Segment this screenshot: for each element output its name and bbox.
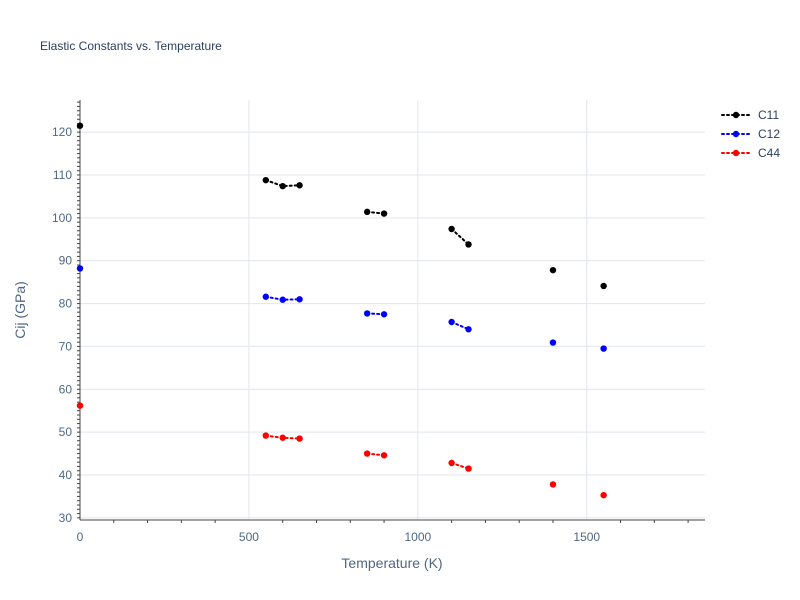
data-point-c11[interactable]	[279, 182, 286, 190]
legend-marker-c12	[732, 130, 740, 138]
legend[interactable]: C11 C12 C44	[721, 108, 780, 160]
axes-layer: 0 500 1000 1500 30 40 50 60 70 80 90 100 110 120	[52, 100, 705, 544]
data-point-c11[interactable]	[549, 266, 557, 274]
data-point-c11[interactable]	[262, 176, 270, 184]
y-tick-label: 30	[59, 511, 73, 525]
series-c44	[76, 402, 607, 499]
data-point-c44[interactable]	[363, 450, 371, 457]
data-point-c44[interactable]	[76, 402, 84, 409]
legend-item-c11[interactable]: C11	[721, 108, 779, 122]
series-layer	[76, 122, 607, 499]
data-point-c11[interactable]	[380, 210, 388, 217]
y-tick-label: 40	[59, 468, 73, 482]
data-point-c12[interactable]	[380, 311, 388, 318]
data-point-c12[interactable]	[600, 345, 607, 352]
x-tick-label: 1500	[573, 530, 600, 544]
y-tick-label: 60	[59, 382, 73, 396]
data-point-c12[interactable]	[549, 339, 557, 346]
data-point-c44[interactable]	[465, 465, 472, 472]
series-c12	[76, 265, 607, 352]
data-point-c11[interactable]	[363, 208, 371, 216]
legend-marker-c11	[732, 111, 740, 119]
series-line-c11	[450, 228, 470, 246]
data-point-c44[interactable]	[448, 459, 455, 467]
y-tick-label: 110	[53, 168, 72, 182]
legend-label-c12: C12	[758, 127, 780, 141]
data-point-c11[interactable]	[465, 241, 472, 248]
y-tick-label: 90	[59, 254, 73, 268]
data-point-c44[interactable]	[262, 432, 270, 439]
legend-marker-c44	[732, 149, 740, 157]
data-point-c12[interactable]	[76, 265, 84, 272]
data-point-c12[interactable]	[363, 310, 371, 317]
x-axis-title: Temperature (K)	[341, 555, 442, 571]
y-tick-label: 100	[52, 211, 72, 225]
data-point-c12[interactable]	[448, 318, 455, 326]
data-point-c44[interactable]	[296, 435, 303, 442]
y-tick-label: 50	[59, 425, 73, 439]
legend-item-c44[interactable]: C44	[721, 146, 780, 160]
x-tick-label: 500	[239, 530, 259, 544]
data-point-c11[interactable]	[296, 182, 303, 189]
data-point-c44[interactable]	[600, 491, 607, 499]
data-point-c12[interactable]	[262, 293, 270, 300]
y-tick-label: 80	[59, 297, 73, 311]
series-c11	[76, 122, 607, 290]
data-point-c44[interactable]	[279, 434, 286, 441]
data-point-c11[interactable]	[448, 225, 455, 233]
data-point-c11[interactable]	[600, 282, 607, 290]
legend-label-c11: C11	[758, 108, 779, 122]
y-tick-label: 120	[52, 125, 72, 139]
data-point-c12[interactable]	[296, 296, 303, 303]
data-point-c11[interactable]	[76, 122, 84, 129]
legend-item-c12[interactable]: C12	[721, 127, 780, 141]
data-point-c44[interactable]	[380, 452, 388, 459]
legend-label-c44: C44	[758, 146, 780, 160]
chart-title: Elastic Constants vs. Temperature	[40, 39, 222, 53]
data-point-c12[interactable]	[465, 326, 472, 333]
data-point-c44[interactable]	[549, 481, 557, 488]
x-tick-label: 1000	[404, 530, 431, 544]
y-axis-title: Cij (GPa)	[12, 281, 28, 339]
data-point-c12[interactable]	[279, 296, 286, 303]
x-tick-label: 0	[77, 530, 84, 544]
y-tick-label: 70	[59, 339, 73, 353]
grid-layer	[80, 100, 705, 520]
